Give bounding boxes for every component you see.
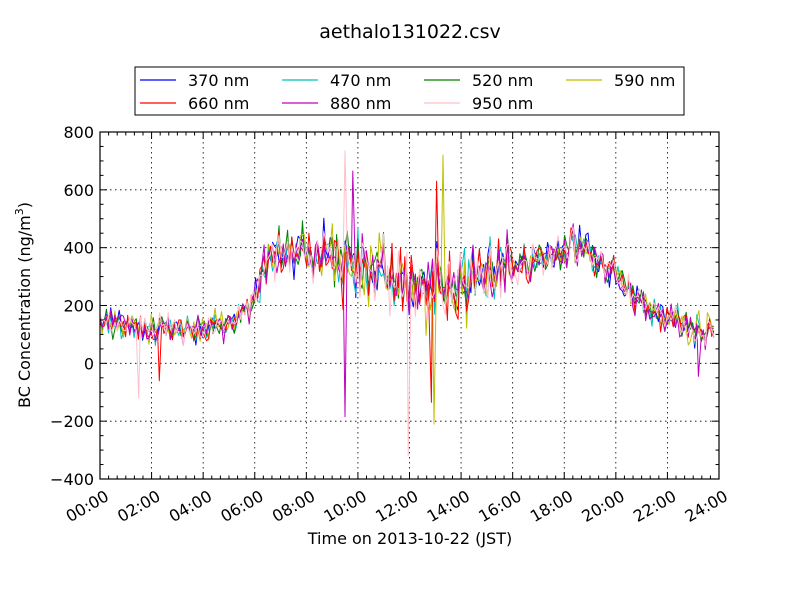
legend-box: [134, 66, 685, 116]
y-axis-label: BC Concentration (ng/m3): [13, 202, 34, 408]
plot-area: [100, 150, 715, 457]
legend-label: 590 nm: [614, 71, 675, 90]
series-line-950-nm: [100, 150, 715, 457]
y-tick-label: −400: [50, 470, 94, 489]
y-tick-label: 0: [84, 354, 94, 373]
y-tick-labels: −400 −200 0 200 400 600 800: [50, 123, 94, 489]
axis-ticks: [99, 131, 720, 480]
y-tick-label: −200: [50, 412, 94, 431]
y-tick-label: 800: [63, 123, 94, 142]
legend-label: 660 nm: [188, 94, 249, 113]
legend-label: 520 nm: [472, 71, 533, 90]
legend-label: 470 nm: [330, 71, 391, 90]
y-tick-label: 400: [63, 239, 94, 258]
grid-lines: [100, 132, 719, 479]
legend-label: 370 nm: [188, 71, 249, 90]
x-axis-label: Time on 2013-10-22 (JST): [307, 529, 512, 548]
y-tick-label: 200: [63, 297, 94, 316]
series-lines: [100, 150, 715, 457]
legend-label: 950 nm: [472, 94, 533, 113]
chart-title: aethalo131022.csv: [319, 21, 501, 43]
y-tick-label: 600: [63, 181, 94, 200]
legend-entries: 370 nm 470 nm 520 nm 590 nm 660 nm 880 nm 950 …: [140, 71, 675, 113]
legend: 370 nm 470 nm 520 nm 590 nm 660 nm 880 nm 950 …: [134, 66, 685, 116]
legend-label: 880 nm: [330, 94, 391, 113]
